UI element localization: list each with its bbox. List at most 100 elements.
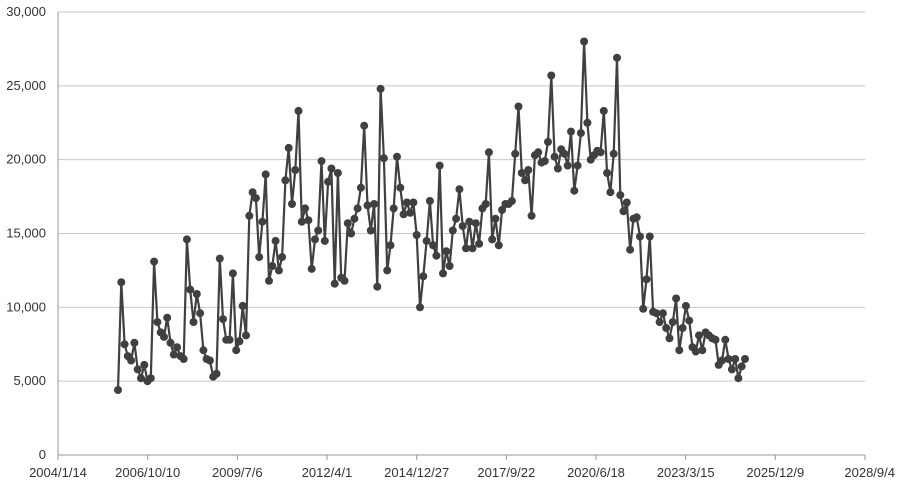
data-point xyxy=(146,374,155,383)
data-point xyxy=(675,346,684,355)
data-point xyxy=(662,324,671,332)
data-point xyxy=(179,355,188,363)
data-point xyxy=(294,106,303,115)
data-point xyxy=(399,210,408,219)
data-point xyxy=(412,231,421,239)
data-point xyxy=(199,346,208,355)
data-point xyxy=(330,279,339,288)
data-point xyxy=(553,164,562,173)
data-point xyxy=(166,338,175,347)
data-point xyxy=(645,232,654,241)
data-point xyxy=(278,253,287,262)
data-point xyxy=(242,331,250,340)
data-point xyxy=(603,169,612,177)
data-point xyxy=(366,226,375,235)
data-point xyxy=(160,332,168,341)
data-point xyxy=(363,201,372,210)
data-point xyxy=(442,247,451,256)
data-point xyxy=(652,309,661,318)
data-point xyxy=(570,186,579,195)
data-point xyxy=(560,149,569,158)
data-point xyxy=(117,278,126,287)
data-point xyxy=(416,303,424,312)
data-point xyxy=(350,214,359,223)
data-point xyxy=(215,254,224,263)
data-point xyxy=(475,239,484,248)
data-point xyxy=(373,282,382,291)
series-group xyxy=(114,37,749,394)
data-point xyxy=(681,301,690,310)
data-point xyxy=(544,137,552,146)
data-point xyxy=(219,315,227,324)
data-point xyxy=(232,346,241,355)
data-point xyxy=(196,309,205,318)
data-point xyxy=(235,337,244,346)
data-point xyxy=(452,214,461,223)
data-point xyxy=(639,304,648,313)
data-point xyxy=(481,200,490,208)
data-point xyxy=(718,356,726,365)
data-point xyxy=(484,148,493,157)
y-tick-label: 10,000 xyxy=(6,299,46,314)
data-point xyxy=(245,211,254,220)
data-point xyxy=(439,269,447,278)
y-tick-label: 5,000 xyxy=(13,373,46,388)
data-point xyxy=(626,245,635,254)
data-point xyxy=(130,338,139,347)
data-point xyxy=(737,362,746,371)
data-point xyxy=(527,211,536,220)
data-point xyxy=(255,253,264,262)
data-point xyxy=(668,318,677,327)
data-point xyxy=(494,241,503,250)
data-point xyxy=(491,214,500,223)
data-point xyxy=(212,369,221,378)
data-point xyxy=(186,285,195,294)
data-point xyxy=(271,236,280,245)
data-point xyxy=(724,355,733,363)
data-point xyxy=(182,235,191,244)
data-point xyxy=(324,177,333,186)
data-point xyxy=(396,183,405,192)
data-point xyxy=(314,226,323,235)
data-point xyxy=(153,318,162,327)
data-point xyxy=(304,216,313,225)
data-point xyxy=(622,198,631,207)
x-axis-ticks: 2004/1/14 2006/10/10 2009/7/6 2012/4/1 2014/… xyxy=(29,455,895,480)
data-point xyxy=(327,164,336,173)
data-point xyxy=(727,365,736,374)
data-point xyxy=(596,148,605,157)
data-point xyxy=(140,360,149,369)
data-point xyxy=(268,262,277,270)
data-point xyxy=(225,335,234,344)
data-point xyxy=(521,176,530,185)
data-point xyxy=(563,161,572,170)
x-tick-label: 2020/6/18 xyxy=(567,465,625,480)
axes xyxy=(57,12,865,456)
data-point xyxy=(173,343,182,352)
x-tick-label: 2004/1/14 xyxy=(29,465,87,480)
data-point xyxy=(547,71,556,80)
data-point xyxy=(291,166,300,174)
data-point xyxy=(678,324,687,332)
data-point xyxy=(163,313,172,322)
data-point xyxy=(642,275,651,284)
data-point xyxy=(534,148,543,157)
y-tick-label: 15,000 xyxy=(6,226,46,241)
data-point xyxy=(386,241,395,250)
data-point xyxy=(251,194,260,203)
series-line xyxy=(116,40,747,391)
y-tick-label: 20,000 xyxy=(6,152,46,167)
data-point xyxy=(133,365,142,374)
data-point xyxy=(721,335,730,344)
data-point xyxy=(698,346,707,355)
data-point xyxy=(731,355,740,363)
data-point xyxy=(619,207,628,216)
data-point xyxy=(517,169,526,177)
data-point xyxy=(311,235,319,244)
data-point xyxy=(462,244,470,253)
x-tick-label: 2006/10/10 xyxy=(115,465,180,480)
data-point xyxy=(419,272,428,281)
data-point xyxy=(379,154,388,163)
